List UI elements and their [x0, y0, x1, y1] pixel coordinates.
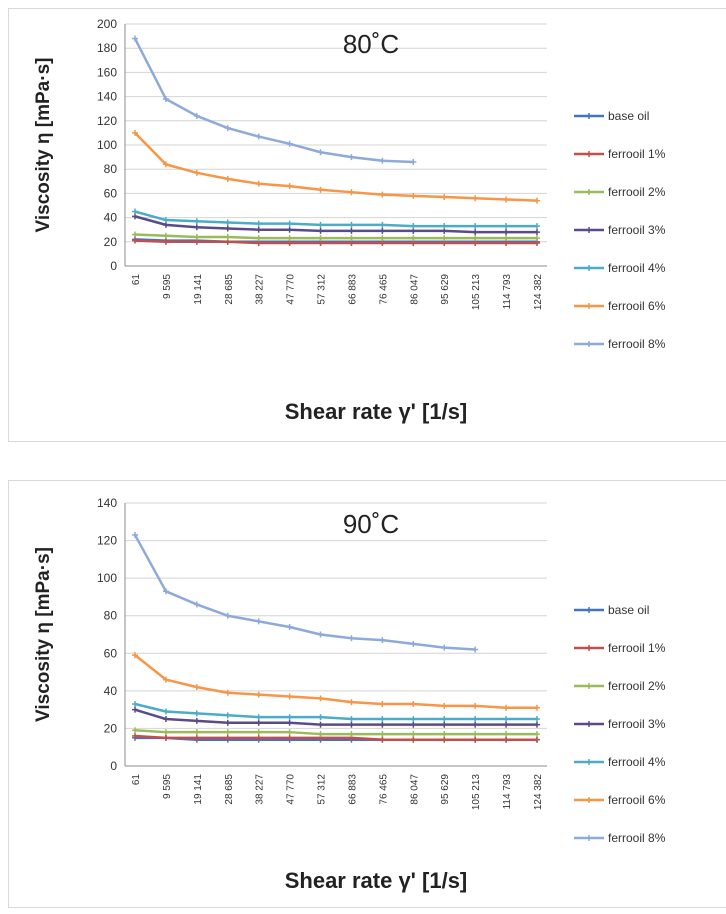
x-tick-label: 95 629 — [440, 774, 451, 805]
y-tick-label: 120 — [97, 114, 117, 128]
series-line — [134, 210, 537, 228]
legend-label: ferrooil 2% — [608, 679, 666, 693]
x-tick-label: 57 312 — [317, 274, 328, 305]
legend-label: ferrooil 3% — [608, 717, 666, 731]
x-tick-label: 86 047 — [409, 774, 420, 805]
series-line — [134, 702, 537, 721]
x-tick-label: 19 141 — [193, 274, 204, 305]
x-tick-label: 105 213 — [471, 274, 482, 311]
legend-label: ferrooil 6% — [608, 299, 666, 313]
series-line — [134, 132, 538, 202]
chart-title: 90˚C — [343, 509, 399, 539]
y-tick-label: 80 — [104, 162, 118, 176]
legend-label: ferrooil 1% — [608, 641, 666, 655]
y-tick-label: 200 — [97, 17, 117, 31]
x-tick-label: 28 685 — [224, 774, 235, 805]
chart-svg-90c: 0 20 40 60 80 100 120 140 61 9 595 19 141 28 685 38 … — [33, 496, 666, 893]
legend-label: ferrooil 1% — [608, 147, 666, 161]
chart-panel-80c: 0 20 40 60 80 100 120 140 160 180 200 61 9 595 19 141… — [8, 8, 726, 442]
y-tick-label: 60 — [104, 646, 118, 660]
y-tick-label: 0 — [110, 259, 117, 273]
x-tick-label: 66 883 — [347, 774, 358, 805]
x-tick-label: 19 141 — [193, 774, 204, 805]
x-tick-label: 28 685 — [224, 274, 235, 305]
y-tick-label: 40 — [104, 211, 118, 225]
x-tick-label: 38 227 — [255, 774, 266, 805]
x-tick-label: 76 465 — [378, 274, 389, 305]
series-line — [134, 708, 537, 726]
legend-label: ferrooil 4% — [608, 261, 666, 275]
legend-label: ferrooil 3% — [608, 223, 666, 237]
y-tick-label: 120 — [97, 534, 117, 548]
chart-title: 80˚C — [343, 29, 399, 59]
y-tick-label: 60 — [104, 186, 118, 200]
y-tick-label: 80 — [104, 609, 118, 623]
x-tick-label: 124 382 — [533, 774, 544, 811]
series-line — [133, 37, 414, 164]
series-line — [134, 654, 537, 710]
x-axis-label: Shear rate γ' [1/s] — [285, 868, 468, 893]
y-tick-label: 20 — [104, 721, 118, 735]
y-axis-label: Viscosity η [mPa·s] — [33, 58, 54, 233]
chart-panel-90c: 0 20 40 60 80 100 120 140 61 9 595 19 141 28 685 38 … — [8, 480, 726, 908]
y-tick-label: 160 — [97, 65, 117, 79]
x-tick-label: 124 382 — [533, 274, 544, 311]
x-tick-label: 114 793 — [502, 274, 513, 310]
x-tick-label: 38 227 — [255, 274, 266, 305]
x-tick-label: 57 312 — [317, 774, 328, 805]
series-line — [134, 215, 537, 234]
x-tick-label: 47 770 — [286, 774, 297, 805]
series-line — [133, 534, 476, 651]
y-axis-label: Viscosity η [mPa·s] — [33, 547, 54, 722]
chart-svg-80c: 0 20 40 60 80 100 120 140 160 180 200 61 9 595 19 141… — [33, 17, 666, 424]
legend-label: ferrooil 8% — [608, 337, 666, 351]
y-tick-label: 0 — [110, 759, 117, 773]
y-tick-label: 100 — [97, 571, 117, 585]
legend-label: ferrooil 4% — [608, 755, 666, 769]
series-line — [134, 734, 537, 741]
legend-label: base oil — [608, 109, 649, 123]
legend-label: ferrooil 6% — [608, 793, 666, 807]
legend-label: ferrooil 8% — [608, 831, 666, 845]
x-tick-label: 76 465 — [378, 774, 389, 805]
x-tick-label: 95 629 — [440, 274, 451, 305]
y-tick-label: 140 — [97, 496, 117, 510]
series-line — [134, 239, 537, 245]
series-line — [134, 233, 537, 240]
series-line — [134, 729, 537, 736]
x-tick-label: 114 793 — [502, 774, 513, 810]
x-axis-label: Shear rate γ' [1/s] — [285, 399, 468, 424]
x-tick-label: 61 — [131, 774, 142, 786]
y-tick-label: 180 — [97, 41, 117, 55]
legend-label: ferrooil 2% — [608, 185, 666, 199]
x-tick-label: 9 595 — [162, 274, 173, 299]
x-tick-label: 9 595 — [162, 774, 173, 799]
y-tick-label: 140 — [97, 90, 117, 104]
x-tick-label: 86 047 — [409, 274, 420, 305]
x-tick-label: 66 883 — [347, 274, 358, 305]
legend-label: base oil — [608, 603, 649, 617]
x-tick-label: 47 770 — [286, 274, 297, 305]
y-tick-label: 40 — [104, 684, 118, 698]
y-tick-label: 20 — [104, 235, 118, 249]
y-tick-label: 100 — [97, 138, 117, 152]
x-tick-label: 105 213 — [471, 774, 482, 811]
x-tick-label: 61 — [131, 274, 142, 286]
